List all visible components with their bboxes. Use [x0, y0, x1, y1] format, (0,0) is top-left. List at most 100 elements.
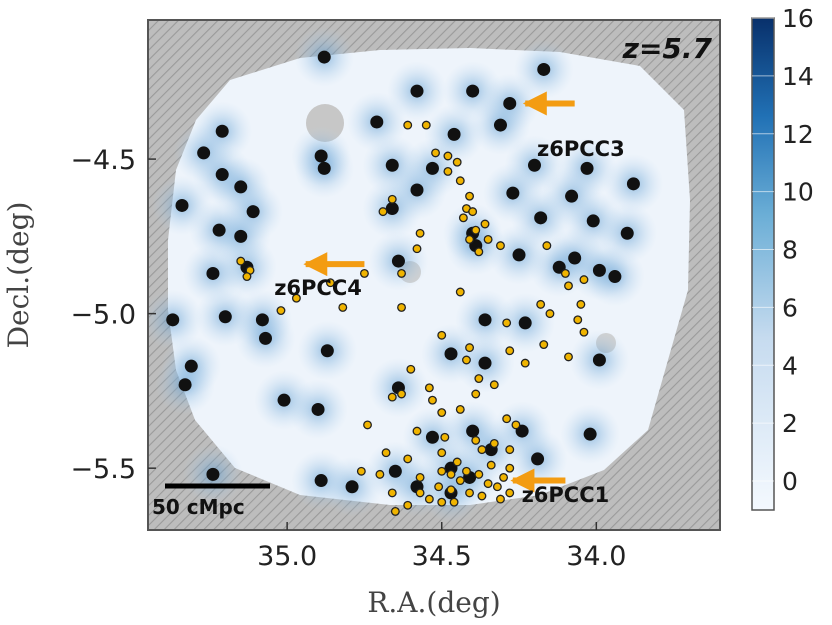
black-point — [314, 474, 328, 488]
yellow-point — [415, 473, 425, 482]
yellow-point — [471, 389, 481, 399]
black-point — [234, 180, 248, 194]
redshift-label: z=5.7 — [622, 32, 713, 65]
yellow-point — [465, 191, 475, 201]
black-point — [620, 226, 634, 240]
yellow-point — [415, 488, 425, 498]
yellow-point — [452, 457, 462, 467]
black-point — [626, 177, 640, 191]
yellow-point — [502, 414, 512, 424]
black-point — [512, 248, 526, 262]
black-point — [608, 270, 622, 284]
yellow-point — [560, 269, 570, 278]
black-point — [175, 198, 189, 212]
black-point — [385, 202, 399, 216]
colorbar-gradient — [751, 17, 775, 511]
black-point — [534, 211, 548, 225]
yellow-point — [412, 426, 422, 436]
yellow-point — [437, 448, 447, 458]
yellow-point — [471, 435, 481, 445]
yellow-point — [415, 228, 425, 238]
black-point — [537, 62, 551, 76]
black-point — [206, 467, 220, 481]
yellow-point — [545, 309, 555, 319]
black-point — [444, 347, 458, 361]
black-point — [447, 127, 461, 141]
black-point — [215, 168, 229, 182]
yellow-point — [434, 482, 444, 492]
yellow-point — [564, 352, 573, 362]
plot-frame — [147, 19, 721, 531]
yellow-point — [576, 299, 586, 309]
y-tick-label: −5.5 — [70, 454, 136, 485]
x-tick-label: 34.0 — [566, 541, 626, 572]
annotation-label: z6PCC4 — [274, 276, 362, 300]
black-point — [565, 189, 579, 203]
yellow-point — [492, 482, 502, 492]
black-point — [385, 158, 399, 172]
yellow-point — [363, 420, 372, 430]
black-point — [218, 310, 232, 324]
black-point — [583, 427, 597, 441]
yellow-point — [489, 380, 499, 390]
black-point — [527, 158, 541, 172]
black-point — [184, 359, 198, 373]
black-point — [255, 313, 269, 327]
black-point — [370, 115, 384, 129]
yellow-point — [403, 454, 413, 464]
annotations: z6PCC3 z6PCC4 z6PCC1 — [274, 91, 625, 507]
y-tick-label: −5.0 — [70, 300, 136, 331]
black-point — [391, 254, 405, 268]
yellow-point — [356, 466, 366, 476]
yellow-point — [387, 488, 397, 498]
x-tick-label: 34.5 — [412, 541, 472, 572]
annotation-label: z6PCC3 — [537, 137, 625, 161]
black-point — [592, 263, 606, 277]
x-axis: 35.0 34.5 34.0 — [257, 522, 626, 572]
yellow-point — [437, 408, 447, 417]
yellow-point — [511, 420, 521, 430]
yellow-point — [564, 281, 573, 291]
yellow-point — [276, 306, 286, 315]
black-point — [493, 118, 507, 132]
black-point — [425, 161, 439, 175]
yellow-point — [390, 507, 400, 516]
black-point — [311, 402, 325, 416]
yellow-point — [480, 219, 490, 229]
colorbar: 0 2 4 6 8 10 12 14 16 — [751, 4, 814, 511]
black-point — [277, 393, 291, 407]
yellow-point — [465, 488, 475, 498]
yellow-point — [455, 476, 465, 485]
yellow-point — [412, 244, 422, 254]
yellow-point — [338, 303, 348, 312]
colorbar-tick-label: 10 — [782, 178, 814, 207]
yellow-point — [387, 392, 397, 402]
black-point — [317, 50, 331, 64]
plot-area: z6PCC3 z6PCC4 z6PCC1 z=5.7 50 cMpc — [147, 19, 721, 531]
yellow-point — [477, 445, 487, 455]
yellow-point — [236, 256, 246, 266]
yellow-point — [579, 327, 589, 337]
yellow-point — [483, 235, 493, 244]
black-point — [246, 205, 260, 219]
black-point — [166, 313, 180, 327]
black-point — [518, 316, 532, 330]
black-point — [503, 96, 517, 110]
black-point — [425, 430, 439, 444]
yellow-point — [462, 466, 471, 476]
black-point — [345, 480, 359, 494]
black-point — [258, 331, 272, 345]
black-point — [410, 183, 424, 197]
black-point — [466, 84, 480, 98]
yellow-point — [378, 207, 388, 217]
black-point — [478, 313, 492, 327]
yellow-point — [536, 299, 546, 309]
scale-bar-label: 50 cMpc — [152, 495, 245, 519]
black-point — [388, 464, 402, 478]
yellow-point — [455, 405, 465, 414]
yellow-point — [505, 445, 515, 455]
black-point — [478, 356, 492, 370]
yellow-point — [437, 466, 447, 476]
black-point — [506, 186, 520, 200]
yellow-point — [403, 120, 413, 130]
